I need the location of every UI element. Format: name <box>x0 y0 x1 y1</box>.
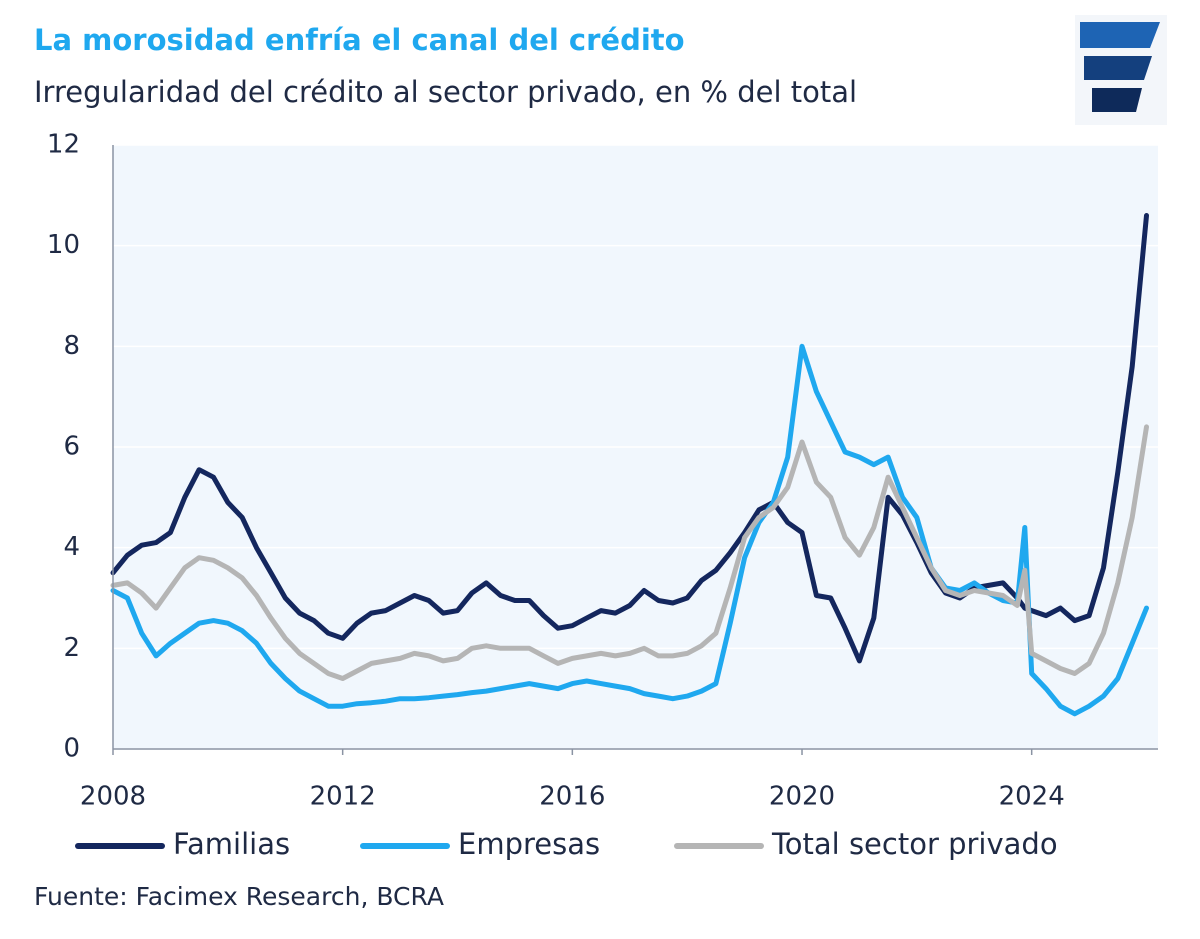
y-tick-label: 8 <box>63 331 80 361</box>
y-tick-label: 6 <box>63 432 80 462</box>
x-tick-label: 2024 <box>999 782 1065 812</box>
chart-title: La morosidad enfría el canal del crédito <box>34 23 685 57</box>
y-tick-label: 10 <box>47 230 80 260</box>
legend-label: Empresas <box>458 827 600 861</box>
logo <box>1075 15 1167 125</box>
legend-label: Total sector privado <box>771 827 1058 861</box>
x-tick-label: 2020 <box>769 782 835 812</box>
chart-subtitle: Irregularidad del crédito al sector priv… <box>34 75 857 109</box>
x-tick-label: 2008 <box>80 782 146 812</box>
y-tick-label: 0 <box>63 734 80 764</box>
y-tick-label: 12 <box>47 130 80 160</box>
x-tick-label: 2012 <box>310 782 376 812</box>
x-tick-label: 2016 <box>539 782 605 812</box>
y-tick-label: 2 <box>63 633 80 663</box>
series-line <box>110 424 1149 681</box>
series-line <box>110 213 1149 664</box>
y-tick-label: 4 <box>63 532 80 562</box>
legend-label: Familias <box>173 827 290 861</box>
source: Fuente: Facimex Research, BCRA <box>34 882 444 911</box>
